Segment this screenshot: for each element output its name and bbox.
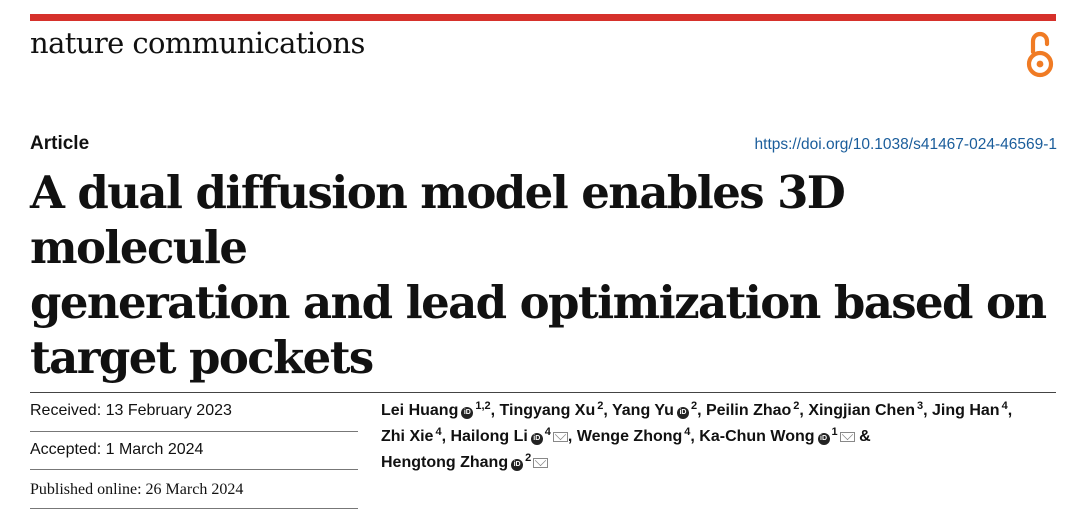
title-line: A dual diffusion model enables 3D molecu… bbox=[30, 166, 846, 274]
received-date: Received: 13 February 2023 bbox=[30, 402, 232, 419]
doi-link[interactable]: https://doi.org/10.1038/s41467-024-46569… bbox=[754, 136, 1057, 153]
affiliation-number: 2 bbox=[597, 400, 604, 412]
author[interactable]: Lei Huang 1,2 bbox=[381, 400, 491, 419]
affiliation-number: 1 bbox=[831, 426, 838, 438]
divider bbox=[30, 508, 358, 509]
article-type-label: Article bbox=[30, 133, 90, 154]
journal-name[interactable]: nature communications bbox=[30, 26, 365, 60]
divider bbox=[30, 392, 1056, 393]
affiliation-number: 1,2 bbox=[475, 400, 491, 412]
author[interactable]: Xingjian Chen 3 bbox=[808, 400, 924, 420]
divider bbox=[30, 431, 358, 432]
author-name[interactable]: Jing Han bbox=[932, 402, 1000, 419]
orcid-icon[interactable] bbox=[461, 407, 474, 419]
affiliation-number: 3 bbox=[916, 400, 924, 412]
accepted-date: Accepted: 1 March 2024 bbox=[30, 441, 204, 458]
affiliation-number: 2 bbox=[793, 400, 800, 412]
affiliation-number: 2 bbox=[690, 400, 698, 412]
author-name[interactable]: Ka-Chun Wong bbox=[699, 428, 815, 445]
author-name[interactable]: Yang Yu bbox=[611, 402, 674, 419]
author-name[interactable]: Zhi Xie bbox=[381, 428, 434, 445]
orcid-icon[interactable] bbox=[676, 407, 689, 419]
orcid-icon[interactable] bbox=[530, 433, 543, 445]
author[interactable]: Zhi Xie 4 bbox=[381, 426, 442, 446]
author-name[interactable]: Lei Huang bbox=[381, 402, 459, 419]
email-icon[interactable] bbox=[839, 432, 855, 442]
affiliation-number: 4 bbox=[684, 426, 691, 438]
author-name[interactable]: Hengtong Zhang bbox=[381, 454, 509, 471]
affiliation-number: 4 bbox=[544, 426, 551, 438]
author-list: Lei Huang1,2, Tingyang Xu2, Yang Yu2, Pe… bbox=[381, 398, 1071, 476]
email-icon[interactable] bbox=[552, 432, 568, 442]
orcid-icon[interactable] bbox=[817, 433, 830, 445]
orcid-icon[interactable] bbox=[511, 459, 524, 471]
affiliation-number: 2 bbox=[525, 452, 532, 464]
author-name[interactable]: Peilin Zhao bbox=[705, 402, 792, 419]
email-icon[interactable] bbox=[533, 458, 549, 468]
title-line: target pockets bbox=[30, 331, 374, 384]
author[interactable]: Peilin Zhao 2 bbox=[705, 400, 800, 420]
author[interactable]: Yang Yu 2 bbox=[611, 400, 698, 419]
divider bbox=[30, 469, 358, 470]
author[interactable]: Hailong Li 4 bbox=[450, 426, 568, 445]
title-line: generation and lead optimization based o… bbox=[30, 276, 1047, 329]
open-access-icon bbox=[1026, 31, 1054, 78]
author-name[interactable]: Tingyang Xu bbox=[499, 402, 596, 419]
affiliation-number: 4 bbox=[435, 426, 442, 438]
author-name[interactable]: Hailong Li bbox=[450, 428, 528, 445]
author[interactable]: Jing Han 4 bbox=[932, 400, 1008, 420]
author-name[interactable]: Xingjian Chen bbox=[808, 402, 915, 419]
author[interactable]: Hengtong Zhang 2 bbox=[381, 452, 549, 471]
author[interactable]: Tingyang Xu 2 bbox=[499, 400, 604, 420]
author[interactable]: Ka-Chun Wong 1 bbox=[699, 426, 855, 445]
published-date: Published online: 26 March 2024 bbox=[30, 481, 244, 498]
affiliation-number: 4 bbox=[1001, 400, 1008, 412]
author-name[interactable]: Wenge Zhong bbox=[576, 428, 683, 445]
article-title: A dual diffusion model enables 3D molecu… bbox=[30, 165, 1070, 385]
journal-accent-bar bbox=[30, 14, 1056, 21]
author[interactable]: Wenge Zhong 4 bbox=[576, 426, 691, 446]
